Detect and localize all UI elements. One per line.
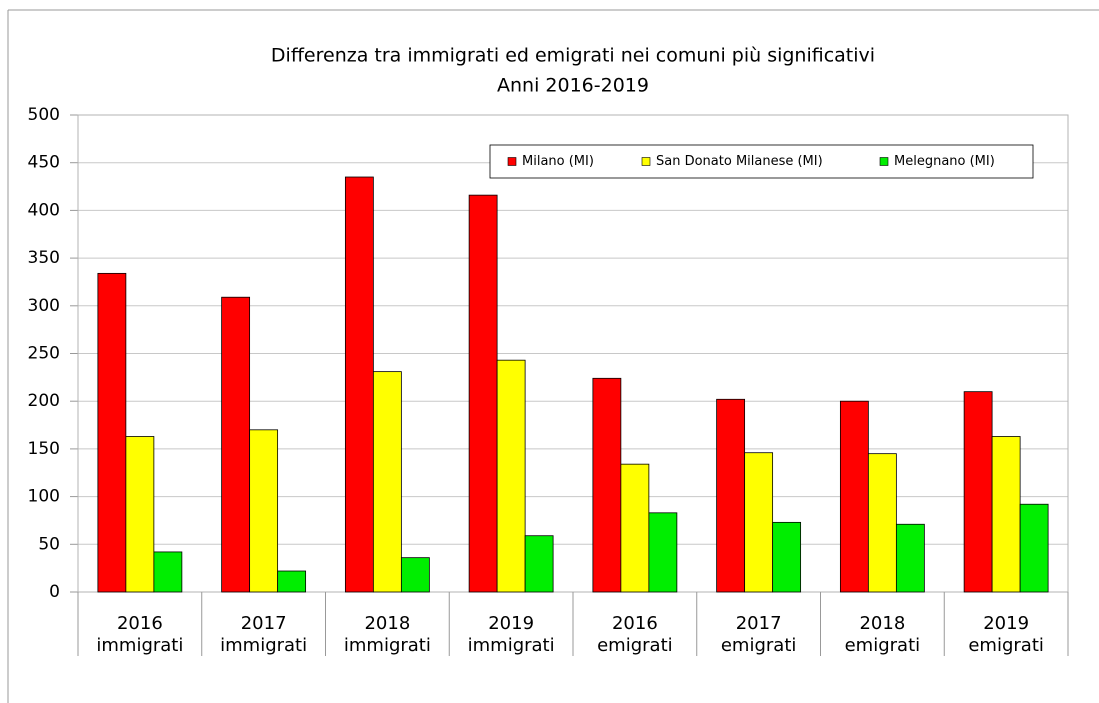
bar (221, 296, 251, 593)
y-tick-label: 150 (28, 439, 60, 459)
bar (895, 523, 925, 593)
x-tick-label: 2017 (736, 613, 782, 634)
bar (125, 436, 155, 593)
bar (620, 463, 650, 593)
bar (249, 429, 279, 593)
bar (839, 400, 869, 593)
bar (468, 194, 498, 593)
bar (97, 272, 127, 593)
legend-label: Melegnano (MI) (894, 154, 995, 169)
x-tick-label: immigrati (344, 635, 431, 656)
bar (772, 521, 802, 593)
legend-swatch (507, 157, 517, 166)
y-tick-label: 350 (28, 248, 60, 268)
x-tick-label: 2016 (612, 613, 658, 634)
bar (867, 453, 897, 593)
y-tick-label: 450 (28, 153, 60, 173)
bar (744, 452, 774, 593)
chart-title: Differenza tra immigrati ed emigrati nei… (271, 45, 875, 67)
legend-label: San Donato Milanese (MI) (656, 154, 823, 169)
bar (716, 398, 746, 593)
bar (372, 371, 402, 593)
y-tick-label: 300 (28, 296, 60, 316)
legend-swatch (879, 157, 889, 166)
bar (496, 359, 526, 593)
x-tick-label: 2019 (983, 613, 1029, 634)
x-tick-label: immigrati (220, 635, 307, 656)
bar (592, 377, 622, 593)
legend-box (489, 144, 1034, 179)
x-tick-label: immigrati (96, 635, 183, 656)
bar (344, 176, 374, 593)
x-tick-label: 2019 (488, 613, 534, 634)
x-tick-label: 2017 (241, 613, 287, 634)
y-tick-label: 100 (28, 487, 60, 507)
bar (524, 535, 554, 593)
legend-swatch (641, 157, 651, 166)
y-tick-label: 0 (49, 582, 60, 602)
x-tick-label: emigrati (968, 635, 1044, 656)
legend-label: Milano (MI) (522, 154, 594, 169)
bar (400, 557, 430, 593)
x-tick-label: emigrati (845, 635, 921, 656)
x-tick-label: 2018 (859, 613, 905, 634)
bar (153, 551, 183, 593)
y-tick-label: 400 (28, 200, 60, 220)
bar (963, 391, 993, 593)
y-tick-label: 500 (28, 105, 60, 125)
y-tick-label: 50 (38, 534, 60, 554)
x-tick-label: emigrati (597, 635, 673, 656)
y-tick-label: 250 (28, 344, 60, 364)
chart-subtitle: Anni 2016-2019 (497, 75, 649, 97)
x-tick-label: emigrati (721, 635, 797, 656)
x-tick-label: 2016 (117, 613, 163, 634)
bar (1019, 503, 1049, 593)
bar (648, 512, 678, 593)
bar (277, 570, 307, 593)
bar (991, 436, 1021, 593)
y-tick-label: 200 (28, 391, 60, 411)
x-tick-label: immigrati (468, 635, 555, 656)
x-tick-label: 2018 (364, 613, 410, 634)
